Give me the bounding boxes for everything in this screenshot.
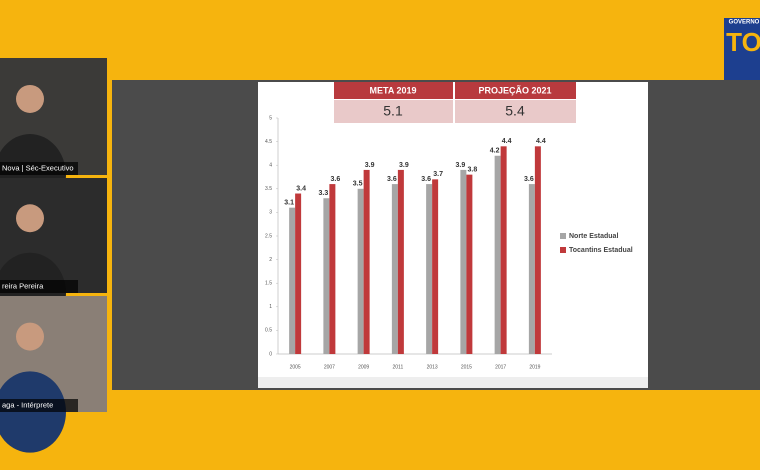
y-tick-label: 3.5 [265, 186, 272, 192]
legend-label: Norte Estadual [569, 233, 618, 240]
data-label: 3.4 [296, 185, 306, 192]
data-label: 3.6 [331, 176, 341, 183]
data-label: 4.2 [490, 148, 500, 155]
logo-mark: TO [726, 27, 760, 57]
data-label: 4.4 [502, 138, 512, 145]
logo-box [724, 18, 760, 80]
bar [391, 184, 398, 354]
x-tick-label: 2009 [358, 364, 369, 370]
name-bar [0, 399, 78, 412]
bar [426, 184, 433, 354]
participant-name: reira Pereira [2, 281, 44, 290]
y-tick-label: 2.5 [265, 233, 272, 239]
data-label: 4.4 [536, 138, 546, 145]
slide-footer [258, 377, 648, 388]
bar [289, 207, 296, 354]
x-tick-label: 2015 [461, 364, 472, 370]
data-label: 3.5 [353, 181, 363, 188]
table-header [455, 82, 576, 99]
bar [363, 169, 370, 354]
data-label: 3.7 [433, 171, 443, 178]
y-tick-label: 0.5 [265, 328, 272, 334]
bar [528, 184, 535, 354]
data-label: 3.9 [365, 162, 375, 169]
y-tick-label: 4 [269, 163, 272, 169]
bar [494, 155, 501, 354]
y-tick-label: 2 [269, 257, 272, 263]
x-tick-label: 2011 [392, 364, 403, 370]
x-tick-label: 2019 [529, 364, 540, 370]
data-label: 3.6 [421, 176, 431, 183]
x-tick-label: 2005 [290, 364, 301, 370]
bar [329, 184, 336, 354]
y-tick-label: 1.5 [265, 281, 272, 287]
y-tick-label: 4.5 [265, 139, 272, 145]
bar [323, 198, 330, 354]
y-tick-label: 1 [269, 304, 272, 310]
x-tick-label: 2007 [324, 364, 335, 370]
participant-name: Nova | Séc-Executivo [2, 163, 74, 172]
participant-name: aga - Intérprete [2, 400, 53, 409]
table-value: 5.1 [383, 103, 403, 119]
bar [397, 169, 404, 354]
bar [432, 179, 439, 354]
data-label: 3.8 [468, 166, 478, 173]
data-label: 3.1 [284, 200, 294, 207]
y-tick-label: 3 [269, 210, 272, 216]
table-cell [334, 100, 453, 123]
table-cell [455, 100, 576, 123]
person-head [16, 84, 44, 113]
data-label: 3.3 [319, 190, 329, 197]
table-header-text: META 2019 [369, 85, 416, 95]
data-label: 3.6 [524, 176, 534, 183]
data-label: 3.6 [387, 176, 397, 183]
logo-top: GOVERNO [729, 20, 760, 26]
legend-swatch [560, 247, 566, 253]
name-bar [0, 162, 78, 175]
legend-label: Tocantins Estadual [569, 247, 633, 254]
bar [500, 146, 507, 354]
table-value: 5.4 [505, 103, 525, 119]
data-label: 3.9 [456, 162, 466, 169]
person-head [16, 322, 44, 351]
x-tick-label: 2013 [427, 364, 438, 370]
table-header-text: PROJEÇÃO 2021 [478, 85, 551, 95]
slide [258, 82, 648, 388]
x-tick-label: 2017 [495, 364, 506, 370]
person-head [16, 204, 44, 233]
bar [295, 193, 302, 354]
bar [534, 146, 541, 354]
table-header [334, 82, 453, 99]
legend-swatch [560, 233, 566, 239]
bar [466, 174, 473, 354]
y-tick-label: 0 [269, 351, 272, 357]
y-tick-label: 5 [269, 115, 272, 121]
bar [460, 169, 467, 354]
name-bar [0, 280, 78, 293]
data-label: 3.9 [399, 162, 409, 169]
bar [357, 188, 364, 354]
